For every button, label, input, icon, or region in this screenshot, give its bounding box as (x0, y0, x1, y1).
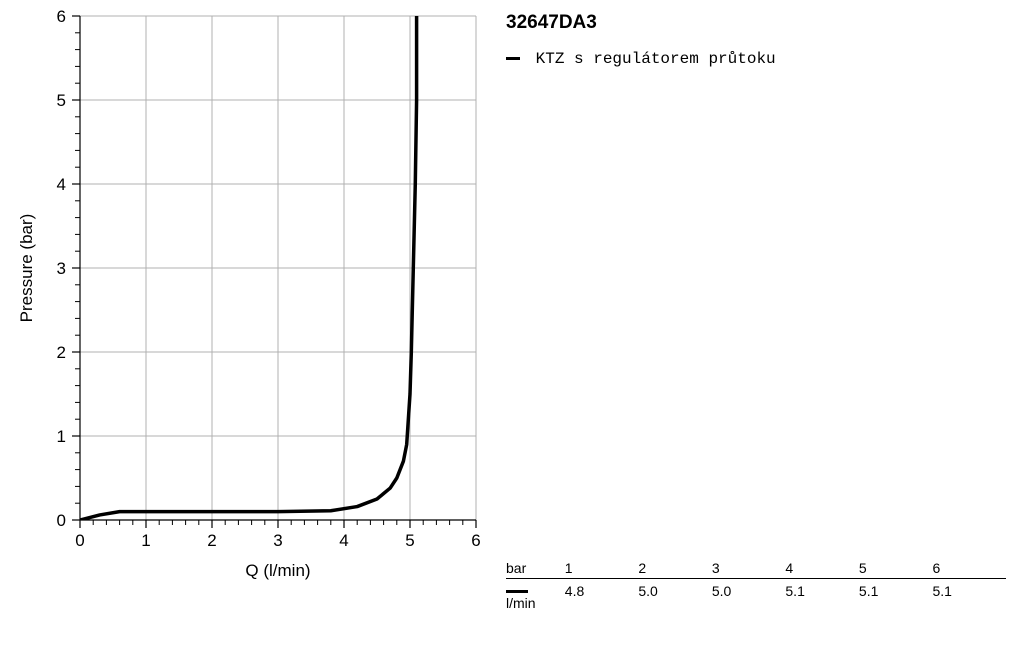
table-unit-label: l/min (506, 595, 536, 611)
chart-title: 32647DA3 (506, 12, 597, 34)
series-line-icon (506, 590, 528, 593)
table-row: bar123456 (506, 558, 1006, 579)
pressure-flow-chart: 0 1 2 3 4 5 6 0 1 2 3 4 5 6 Q (l/min) Pressure (bar) (8, 4, 496, 604)
table-cell: 6 (932, 558, 1006, 579)
table-row: l/min4.85.05.05.15.15.1 (506, 579, 1006, 614)
table-cell: 5 (859, 558, 933, 579)
svg-text:1: 1 (141, 531, 150, 550)
svg-text:1: 1 (57, 427, 66, 446)
svg-text:6: 6 (57, 7, 66, 26)
svg-text:4: 4 (57, 175, 66, 194)
svg-text:5: 5 (57, 91, 66, 110)
svg-text:0: 0 (57, 511, 66, 530)
svg-text:2: 2 (207, 531, 216, 550)
flow-data-table: bar123456l/min4.85.05.05.15.15.1 (506, 558, 1006, 614)
table-cell: 5.1 (859, 579, 933, 614)
svg-text:3: 3 (57, 259, 66, 278)
svg-text:5: 5 (405, 531, 414, 550)
svg-text:2: 2 (57, 343, 66, 362)
table-cell: 5.0 (712, 579, 786, 614)
svg-text:4: 4 (339, 531, 348, 550)
legend-line-icon (506, 57, 520, 60)
svg-text:0: 0 (75, 531, 84, 550)
table-cell: 5.1 (785, 579, 859, 614)
chart-svg: 0 1 2 3 4 5 6 0 1 2 3 4 5 6 Q (l/min) Pressure (bar) (8, 4, 496, 604)
table-cell: 4.8 (565, 579, 639, 614)
table-cell: 4 (785, 558, 859, 579)
table-cell: 3 (712, 558, 786, 579)
table-unit-bar: bar (506, 558, 565, 579)
svg-text:Pressure (bar): Pressure (bar) (17, 214, 36, 323)
table-unit-lmin: l/min (506, 579, 565, 614)
legend-label: KTZ s regulátorem průtoku (536, 50, 776, 68)
svg-text:Q (l/min): Q (l/min) (245, 561, 310, 580)
page: 01234560123456Q (l/min)Pressure (bar) 32… (0, 0, 1013, 645)
svg-text:6: 6 (471, 531, 480, 550)
chart-legend: KTZ s regulátorem průtoku (506, 50, 776, 68)
table-cell: 5.0 (638, 579, 712, 614)
table-cell: 5.1 (932, 579, 1006, 614)
svg-text:3: 3 (273, 531, 282, 550)
table-cell: 1 (565, 558, 639, 579)
table-cell: 2 (638, 558, 712, 579)
